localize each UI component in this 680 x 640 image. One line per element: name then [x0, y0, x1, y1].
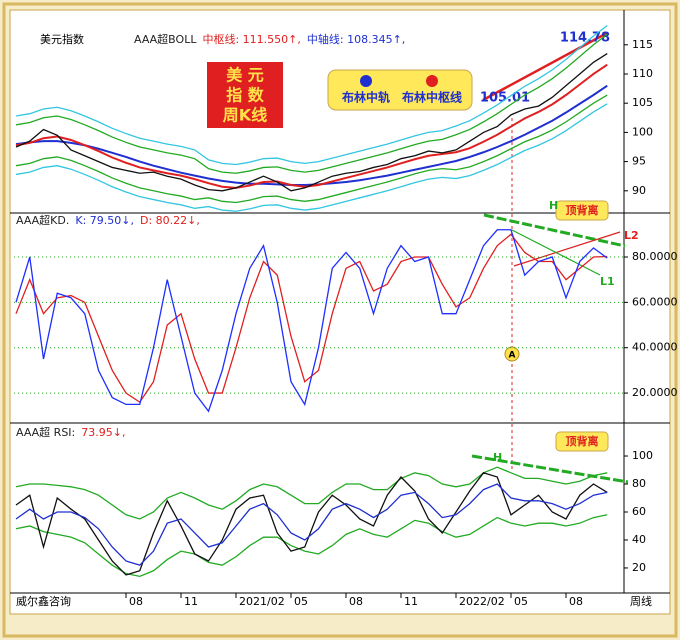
- plot-background: [9, 9, 671, 615]
- y-tick-label: 100: [632, 449, 653, 462]
- legend-label: 布林中枢线: [402, 90, 462, 105]
- badge-text: 美 元: [226, 66, 264, 85]
- panel-header: AAA超 RSI: 73.95↓,: [16, 425, 125, 439]
- series-line: [15, 52, 608, 192]
- legend-label: 布林中轨: [342, 90, 390, 105]
- panel-header: AAA超KD. K: 79.50↓, D: 80.22↓,: [16, 213, 200, 227]
- trend-line: [513, 231, 621, 267]
- y-tick-label: 80: [632, 477, 646, 490]
- x-tick-label: 08: [569, 595, 583, 608]
- y-tick-label: 110: [632, 67, 653, 80]
- series-line: [15, 33, 608, 174]
- annotation: A: [509, 351, 516, 361]
- series-line: [15, 472, 608, 576]
- series-line: [15, 466, 608, 520]
- header-item: AAA超BOLL: [134, 32, 197, 46]
- badge-text: 周K线: [223, 106, 267, 125]
- x-tick-label: 05: [514, 595, 528, 608]
- header-item: 中轴线: 108.345↑,: [307, 32, 405, 46]
- header-item: AAA超KD.: [16, 213, 69, 227]
- header-item: AAA超 RSI:: [16, 425, 75, 439]
- legend-marker: [426, 75, 438, 87]
- annotation: 顶背离: [566, 203, 599, 217]
- series-line: [15, 103, 608, 212]
- annotation-marker: [504, 346, 520, 362]
- badge-text: 指 数: [226, 86, 265, 105]
- annotation: L1: [600, 275, 615, 288]
- y-tick-label: 60: [632, 505, 646, 518]
- y-tick-label: 95: [632, 155, 646, 168]
- y-tick-label: 20.0000: [632, 386, 678, 399]
- annotation: L2: [624, 229, 639, 242]
- header-item: K: 79.50↓,: [75, 214, 134, 227]
- header-item: 中枢线: 111.550↑,: [202, 32, 300, 46]
- x-tick-label: 08: [349, 595, 363, 608]
- x-tick-label: 11: [404, 595, 418, 608]
- x-tick-label: 08: [129, 595, 143, 608]
- series-line: [15, 483, 608, 566]
- badge-box: [207, 62, 283, 128]
- y-tick-label: 100: [632, 125, 653, 138]
- y-tick-label: 20: [632, 561, 646, 574]
- x-tick-label: 2022/02: [459, 595, 505, 608]
- trend-line: [511, 229, 601, 276]
- header-item: 73.95↓,: [81, 426, 125, 439]
- chart-title: 美元指数: [40, 32, 84, 46]
- y-tick-label: 105: [632, 96, 653, 109]
- trend-line: [483, 213, 626, 248]
- x-tick-label: 05: [294, 595, 308, 608]
- series-line: [15, 24, 608, 166]
- panel-header: AAA超BOLL 中枢线: 111.550↑, 中轴线: 108.345↑,: [134, 32, 405, 46]
- series-line: [15, 514, 608, 578]
- source: 威尔鑫咨询: [16, 594, 71, 608]
- header-item: D: 80.22↓,: [140, 214, 200, 227]
- trend-line: [471, 454, 629, 484]
- annotation-box: [555, 200, 609, 221]
- x-tick-label: 11: [184, 595, 198, 608]
- series-line: [15, 229, 608, 413]
- y-tick-label: 60.0000: [632, 295, 678, 308]
- annotation: 顶背离: [566, 434, 599, 448]
- y-tick-label: 40: [632, 533, 646, 546]
- x-axis-label: 周线: [630, 594, 652, 608]
- annotation: H: [549, 199, 558, 212]
- y-tick-label: 90: [632, 184, 646, 197]
- series-line: [15, 94, 608, 204]
- legend-marker: [360, 75, 372, 87]
- y-tick-label: 115: [632, 38, 653, 51]
- x-tick-label: 2021/02: [239, 595, 285, 608]
- series-line: [15, 63, 608, 189]
- y-tick-label: 80.0000: [632, 250, 678, 263]
- trend-line: [482, 31, 608, 102]
- y-tick-label: 40.0000: [632, 341, 678, 354]
- annotation: H: [493, 451, 502, 464]
- annotation: 105.01: [480, 91, 530, 106]
- annotation-box: [555, 431, 609, 452]
